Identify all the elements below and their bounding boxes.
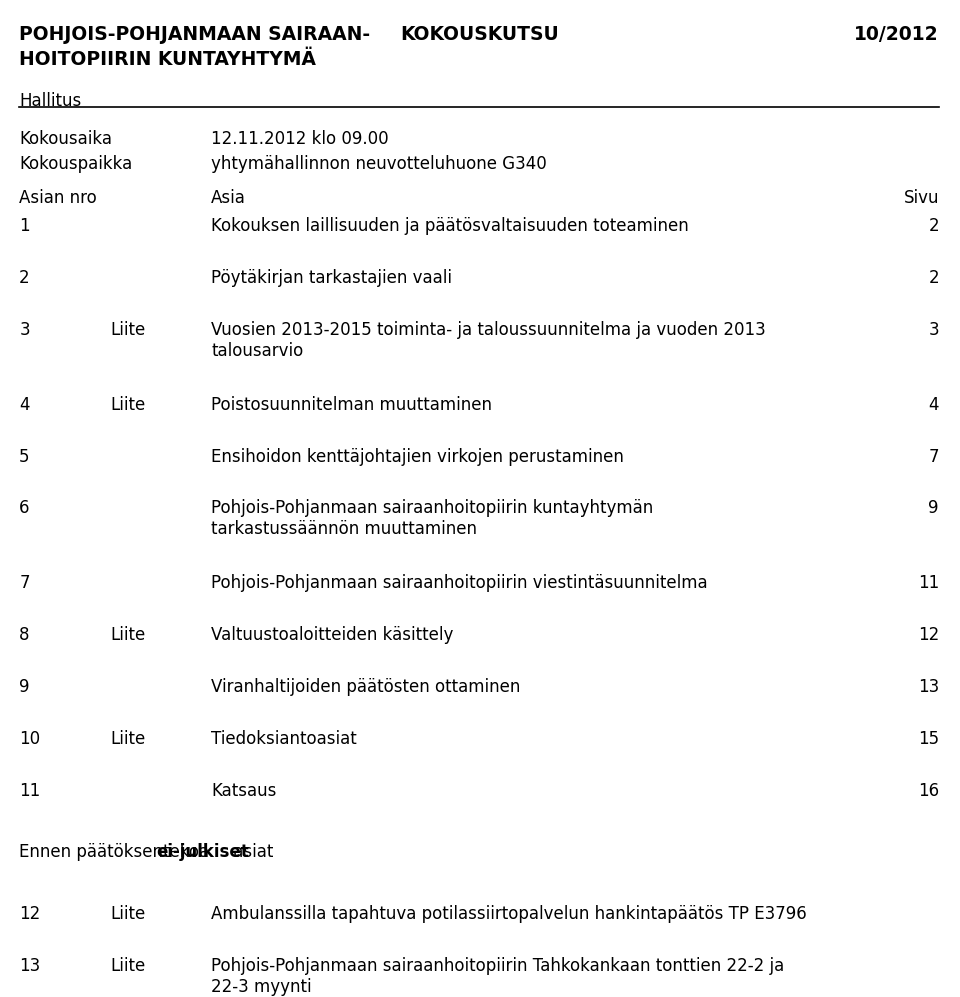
Text: 16: 16 — [918, 782, 939, 800]
Text: Poistosuunnitelman muuttaminen: Poistosuunnitelman muuttaminen — [211, 396, 492, 414]
Text: 12: 12 — [19, 905, 40, 923]
Text: Ensihoidon kenttäjohtajien virkojen perustaminen: Ensihoidon kenttäjohtajien virkojen peru… — [211, 448, 624, 466]
Text: 3: 3 — [19, 321, 30, 339]
Text: 11: 11 — [918, 574, 939, 592]
Text: Katsaus: Katsaus — [211, 782, 276, 800]
Text: Kokousaika: Kokousaika — [19, 130, 112, 148]
Text: Ennen päätöksentekoa: Ennen päätöksentekoa — [19, 843, 215, 861]
Text: Asia: Asia — [211, 189, 246, 207]
Text: 5: 5 — [19, 448, 30, 466]
Text: 9: 9 — [928, 499, 939, 517]
Text: yhtymähallinnon neuvotteluhuone G340: yhtymähallinnon neuvotteluhuone G340 — [211, 155, 547, 172]
Text: KOKOUSKUTSU: KOKOUSKUTSU — [400, 25, 560, 44]
Text: Kokouspaikka: Kokouspaikka — [19, 155, 132, 172]
Text: Valtuustoaloitteiden käsittely: Valtuustoaloitteiden käsittely — [211, 626, 453, 644]
Text: 7: 7 — [19, 574, 30, 592]
Text: POHJOIS-POHJANMAAN SAIRAAN-: POHJOIS-POHJANMAAN SAIRAAN- — [19, 25, 371, 44]
Text: Pohjois-Pohjanmaan sairaanhoitopiirin Tahkokankaan tonttien 22-2 ja
22-3 myynti: Pohjois-Pohjanmaan sairaanhoitopiirin Ta… — [211, 957, 784, 996]
Text: 8: 8 — [19, 626, 30, 644]
Text: Vuosien 2013-2015 toiminta- ja taloussuunnitelma ja vuoden 2013
talousarvio: Vuosien 2013-2015 toiminta- ja taloussuu… — [211, 321, 766, 360]
Text: Pohjois-Pohjanmaan sairaanhoitopiirin viestintäsuunnitelma: Pohjois-Pohjanmaan sairaanhoitopiirin vi… — [211, 574, 708, 592]
Text: Tiedoksiantoasiat: Tiedoksiantoasiat — [211, 730, 357, 748]
Text: Ambulanssilla tapahtuva potilassiirtopalvelun hankintapäätös TP E3796: Ambulanssilla tapahtuva potilassiirtopal… — [211, 905, 807, 923]
Text: Liite: Liite — [110, 626, 146, 644]
Text: 2: 2 — [928, 217, 939, 235]
Text: ei-julkiset: ei-julkiset — [156, 843, 249, 861]
Text: Liite: Liite — [110, 396, 146, 414]
Text: Pöytäkirjan tarkastajien vaali: Pöytäkirjan tarkastajien vaali — [211, 269, 452, 287]
Text: 7: 7 — [928, 448, 939, 466]
Text: 2: 2 — [19, 269, 30, 287]
Text: HOITOPIIRIN KUNTAYHTYMÄ: HOITOPIIRIN KUNTAYHTYMÄ — [19, 50, 316, 69]
Text: 1: 1 — [19, 217, 30, 235]
Text: Asian nro: Asian nro — [19, 189, 97, 207]
Text: Liite: Liite — [110, 957, 146, 975]
Text: 10/2012: 10/2012 — [854, 25, 939, 44]
Text: Sivu: Sivu — [903, 189, 939, 207]
Text: Liite: Liite — [110, 730, 146, 748]
Text: 12: 12 — [918, 626, 939, 644]
Text: Pohjois-Pohjanmaan sairaanhoitopiirin kuntayhtymän
tarkastussäännön muuttaminen: Pohjois-Pohjanmaan sairaanhoitopiirin ku… — [211, 499, 654, 538]
Text: 2: 2 — [928, 269, 939, 287]
Text: asiat: asiat — [228, 843, 274, 861]
Text: 12.11.2012 klo 09.00: 12.11.2012 klo 09.00 — [211, 130, 389, 148]
Text: 11: 11 — [19, 782, 40, 800]
Text: Liite: Liite — [110, 321, 146, 339]
Text: Viranhaltijoiden päätösten ottaminen: Viranhaltijoiden päätösten ottaminen — [211, 678, 520, 696]
Text: 13: 13 — [918, 678, 939, 696]
Text: 10: 10 — [19, 730, 40, 748]
Text: 13: 13 — [19, 957, 40, 975]
Text: 3: 3 — [928, 321, 939, 339]
Text: 6: 6 — [19, 499, 30, 517]
Text: Liite: Liite — [110, 905, 146, 923]
Text: Kokouksen laillisuuden ja päätösvaltaisuuden toteaminen: Kokouksen laillisuuden ja päätösvaltaisu… — [211, 217, 689, 235]
Text: 4: 4 — [19, 396, 30, 414]
Text: 15: 15 — [918, 730, 939, 748]
Text: 4: 4 — [928, 396, 939, 414]
Text: Hallitus: Hallitus — [19, 92, 82, 110]
Text: 9: 9 — [19, 678, 30, 696]
